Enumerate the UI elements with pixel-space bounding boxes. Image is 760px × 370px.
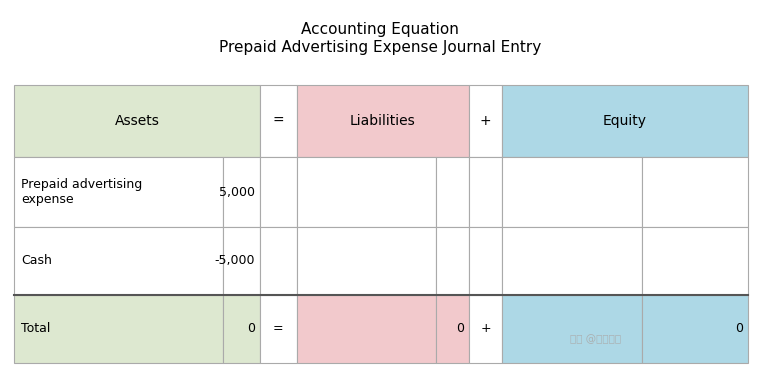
- Bar: [641, 227, 748, 295]
- Bar: [436, 227, 469, 295]
- Bar: [502, 295, 641, 363]
- Bar: [469, 295, 502, 363]
- Bar: [502, 157, 641, 227]
- Bar: [223, 227, 260, 295]
- Text: +: +: [480, 322, 491, 336]
- Bar: [436, 157, 469, 227]
- Text: Total: Total: [21, 322, 50, 336]
- Bar: [469, 157, 502, 227]
- Text: +: +: [480, 114, 492, 128]
- Text: 知乎 @工匠财税: 知乎 @工匠财税: [570, 334, 621, 344]
- Text: Equity: Equity: [603, 114, 647, 128]
- Text: 0: 0: [456, 322, 464, 336]
- Bar: [14, 157, 223, 227]
- Text: 5,000: 5,000: [219, 185, 255, 199]
- Bar: [502, 227, 641, 295]
- Text: Prepaid advertising
expense: Prepaid advertising expense: [21, 178, 142, 206]
- Bar: [223, 295, 260, 363]
- Bar: [14, 85, 260, 157]
- Text: =: =: [272, 114, 284, 128]
- Bar: [260, 227, 296, 295]
- Bar: [641, 157, 748, 227]
- Bar: [260, 85, 296, 157]
- Text: 0: 0: [735, 322, 743, 336]
- Text: 0: 0: [247, 322, 255, 336]
- Bar: [223, 157, 260, 227]
- Bar: [469, 85, 502, 157]
- Bar: [296, 157, 436, 227]
- Text: Accounting Equation: Accounting Equation: [301, 22, 459, 37]
- Bar: [260, 295, 296, 363]
- Bar: [14, 227, 223, 295]
- Bar: [296, 85, 469, 157]
- Bar: [260, 157, 296, 227]
- Text: Cash: Cash: [21, 254, 52, 268]
- Text: Assets: Assets: [115, 114, 160, 128]
- Bar: [296, 295, 436, 363]
- Bar: [641, 295, 748, 363]
- Text: -5,000: -5,000: [214, 254, 255, 268]
- Bar: [469, 227, 502, 295]
- Bar: [502, 85, 748, 157]
- Bar: [436, 295, 469, 363]
- Text: =: =: [273, 322, 283, 336]
- Bar: [296, 227, 436, 295]
- Text: Liabilities: Liabilities: [350, 114, 416, 128]
- Bar: [14, 295, 223, 363]
- Text: Prepaid Advertising Expense Journal Entry: Prepaid Advertising Expense Journal Entr…: [219, 40, 541, 55]
